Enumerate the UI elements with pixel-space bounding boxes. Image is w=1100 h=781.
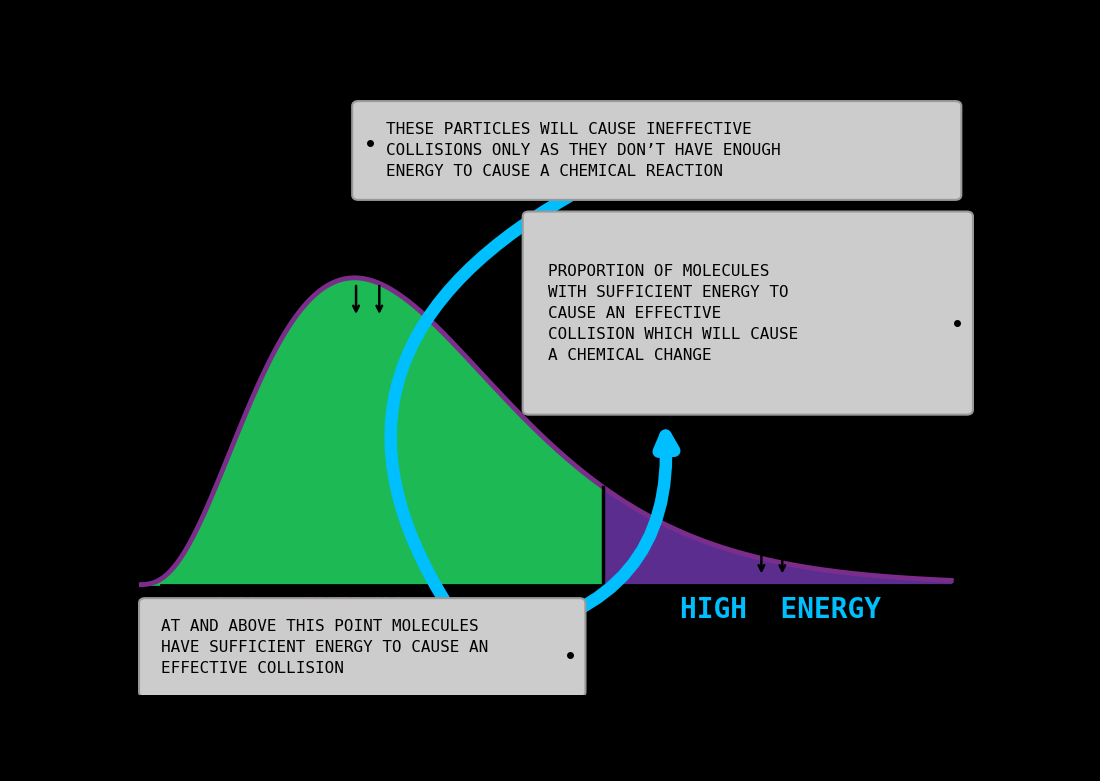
Text: A: A — [612, 473, 620, 487]
FancyArrowPatch shape — [497, 436, 674, 637]
FancyBboxPatch shape — [139, 598, 585, 697]
FancyBboxPatch shape — [522, 212, 974, 415]
Text: PROPORTION OF MOLECULES
WITH SUFFICIENT ENERGY TO
CAUSE AN EFFECTIVE
COLLISION W: PROPORTION OF MOLECULES WITH SUFFICIENT … — [548, 264, 799, 362]
FancyArrowPatch shape — [390, 196, 569, 626]
Text: AT AND ABOVE THIS POINT MOLECULES
HAVE SUFFICIENT ENERGY TO CAUSE AN
EFFECTIVE C: AT AND ABOVE THIS POINT MOLECULES HAVE S… — [161, 619, 488, 676]
Text: HIGH  ENERGY: HIGH ENERGY — [680, 597, 881, 624]
Text: THESE PARTICLES WILL CAUSE INEFFECTIVE
COLLISIONS ONLY AS THEY DON’T HAVE ENOUGH: THESE PARTICLES WILL CAUSE INEFFECTIVE C… — [385, 122, 780, 179]
Text: LOW  ENERGY: LOW ENERGY — [216, 597, 400, 624]
FancyBboxPatch shape — [352, 101, 961, 200]
